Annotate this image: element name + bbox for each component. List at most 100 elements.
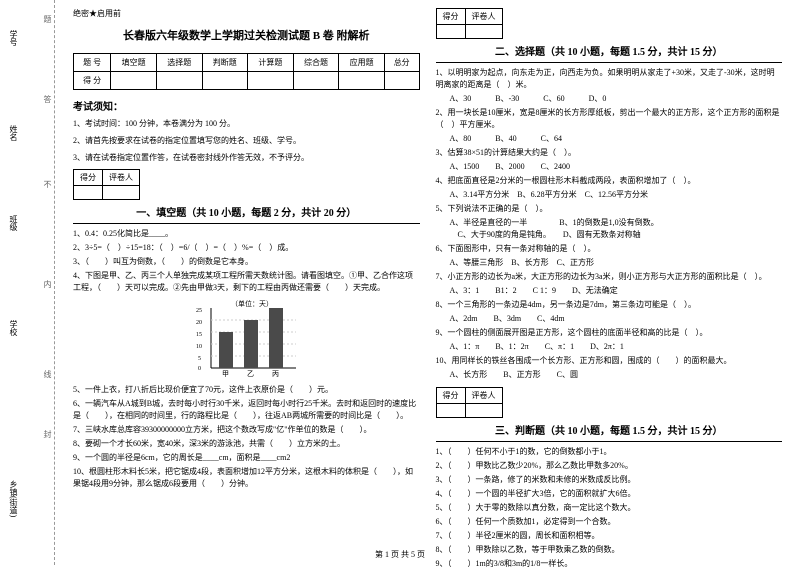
q: 6、下面图形中，只有一条对称轴的是（ ）。 xyxy=(436,243,783,255)
opts: A、3.14平方分米 B、6.28平方分米 C、12.56平方分米 xyxy=(436,189,783,201)
xlabel: 丙 xyxy=(272,370,279,378)
th: 计算题 xyxy=(248,54,294,72)
field-label-id: 学号 xyxy=(8,30,19,46)
td xyxy=(248,72,294,90)
sb-blank xyxy=(74,186,103,200)
q: 8、一个三角形的一条边是4dm，另一条边是7dm，第三条边可能是（ ）。 xyxy=(436,299,783,311)
secret-label: 绝密★启用前 xyxy=(73,8,420,19)
chart-svg: （单位：天） 25 20 15 10 5 0 甲 乙 丙 xyxy=(186,298,306,378)
section-score-box: 得分评卷人 xyxy=(436,387,503,418)
th: 总分 xyxy=(384,54,419,72)
q: 5、（ ）大于零的数除以真分数，商一定比这个数大。 xyxy=(436,502,783,514)
opts: A、2dm B、3dm C、4dm xyxy=(436,313,783,325)
xlabel: 甲 xyxy=(222,370,229,378)
q: 8、要砌一个才长60米，宽40米，深3米的游泳池，共需（ ）立方米的土。 xyxy=(73,438,420,450)
opts: A、长方形 B、正方形 C、圆 xyxy=(436,369,783,381)
q: 3、（ ）一条路，修了的米数和未修的米数成反比例。 xyxy=(436,474,783,486)
opts: A、1：π B、1：2π C、π：1 D、2π：1 xyxy=(436,341,783,353)
q: 2、用一块长是10厘米，宽是8厘米的长方形厚纸板，剪出一个最大的正方形，这个正方… xyxy=(436,107,783,131)
td xyxy=(111,72,157,90)
left-column: 绝密★启用前 长春版六年级数学上学期过关检测试题 B 卷 附解析 题 号 填空题… xyxy=(65,8,428,557)
opts: A、1500 B、2000 C、2400 xyxy=(436,161,783,173)
fold-text: 封 xyxy=(42,430,53,438)
q: 2、（ ）甲数比乙数少20%，那么乙数比甲数多20%。 xyxy=(436,460,783,472)
td xyxy=(293,72,339,90)
chart-ylabel: （单位：天） xyxy=(231,299,273,308)
q: 1、0.4：0.25化简比是____。 xyxy=(73,228,420,240)
q: 1、（ ）任何不小于1的数，它的倒数都小于1。 xyxy=(436,446,783,458)
q: 4、下图是甲、乙、丙三个人单独完成某项工程所需天数统计图。请看图填空。①甲、乙合… xyxy=(73,270,420,294)
separator xyxy=(436,62,783,63)
q: 4、（ ）一个圆的半径扩大3倍，它的面积就扩大6倍。 xyxy=(436,488,783,500)
field-label-town: 乡镇(街道) xyxy=(8,480,19,517)
notice-item: 1、考试时间：100 分钟，本卷满分为 100 分。 xyxy=(73,118,420,130)
ytick: 15 xyxy=(196,332,202,338)
td: 得 分 xyxy=(74,72,111,90)
section-score-box: 得分评卷人 xyxy=(436,8,503,39)
q: 4、把底面直径是2分米的一根圆柱形木料截成两段，表面积增加了（ ）。 xyxy=(436,175,783,187)
th: 选择题 xyxy=(156,54,202,72)
opts: A、等腰三角形 B、长方形 C、正方形 xyxy=(436,257,783,269)
exam-title: 长春版六年级数学上学期过关检测试题 B 卷 附解析 xyxy=(73,27,420,43)
td xyxy=(384,72,419,90)
q: 3、估算38×51的计算结果大约是（ ）。 xyxy=(436,147,783,159)
section-score-box: 得分评卷人 xyxy=(73,169,140,200)
sb-blank xyxy=(436,404,465,418)
notice-item: 3、请在试卷指定位置作答，在试卷密封线外作答无效，不予评分。 xyxy=(73,152,420,164)
th: 题 号 xyxy=(74,54,111,72)
notice-item: 2、请首先按要求在试卷的指定位置填写您的姓名、班级、学号。 xyxy=(73,135,420,147)
fold-text: 线 xyxy=(42,370,53,378)
opts: A、30 B、-30 C、60 D、0 xyxy=(436,93,783,105)
q: 2、3÷5=（ ）÷15=18：（ ）=6/（ ）=（ ）%=（ ）成。 xyxy=(73,242,420,254)
sb-blank xyxy=(103,186,140,200)
separator xyxy=(436,441,783,442)
opts: A、3：1 B1：2 C 1：9 D、无法确定 xyxy=(436,285,783,297)
q: 9、一个圆柱的侧面展开图是正方形，这个圆柱的底面半径和高的比是（ ）。 xyxy=(436,327,783,339)
xlabel: 乙 xyxy=(247,370,254,378)
th: 判断题 xyxy=(202,54,248,72)
main-score-table: 题 号 填空题 选择题 判断题 计算题 综合题 应用题 总分 得 分 xyxy=(73,53,420,90)
page-footer: 第 1 页 共 5 页 xyxy=(0,549,800,560)
ytick: 10 xyxy=(196,344,202,350)
th: 应用题 xyxy=(339,54,385,72)
q: 6、一辆汽车从A城到B城，去时每小时行30千米，返回时每小时行25千米。去时和返… xyxy=(73,398,420,422)
sb-c1: 得分 xyxy=(436,9,465,25)
sb-blank xyxy=(465,25,502,39)
q: 1、以明明家为起点，向东走为正，向西走为负。如果明明从家走了+30米，又走了-3… xyxy=(436,67,783,91)
sb-c1: 得分 xyxy=(436,388,465,404)
td xyxy=(339,72,385,90)
bar-yi xyxy=(244,320,258,368)
ytick: 20 xyxy=(196,320,202,326)
q: 5、一件上衣，打八折后比现价便宜了70元，这件上衣原价是（ ）元。 xyxy=(73,384,420,396)
sb-c1: 得分 xyxy=(74,170,103,186)
fold-text: 不 xyxy=(42,180,53,188)
th: 填空题 xyxy=(111,54,157,72)
q: 10、用同样长的铁丝各围成一个长方形、正方形和圆，围成的（ ）的面积最大。 xyxy=(436,355,783,367)
td xyxy=(202,72,248,90)
section-2-title: 二、选择题（共 10 小题，每题 1.5 分，共计 15 分） xyxy=(436,43,783,58)
q: 10、根圆柱形木料长5米，把它锯成4段，表面积增加12平方分米，这根木料的体积是… xyxy=(73,466,420,490)
bar-chart: （单位：天） 25 20 15 10 5 0 甲 乙 丙 xyxy=(73,298,420,380)
sb-c2: 评卷人 xyxy=(465,9,502,25)
q: 7、三峡水库总库容39300000000立方米，把这个数改写成"亿"作单位的数是… xyxy=(73,424,420,436)
field-label-class: 班级 xyxy=(8,215,19,231)
opts: A、80 B、40 C、64 xyxy=(436,133,783,145)
fold-text: 答 xyxy=(42,95,53,103)
sb-c2: 评卷人 xyxy=(465,388,502,404)
field-label-name: 姓名 xyxy=(8,125,19,141)
fold-text: 题 xyxy=(42,15,53,23)
sb-blank xyxy=(465,404,502,418)
separator xyxy=(73,223,420,224)
section-1-title: 一、填空题（共 10 小题，每题 2 分，共计 20 分） xyxy=(73,204,420,219)
q: 6、（ ）任何一个质数加1，必定得到一个合数。 xyxy=(436,516,783,528)
q: 5、下列说法不正确的是（ ）。 xyxy=(436,203,783,215)
page-content: 绝密★启用前 长春版六年级数学上学期过关检测试题 B 卷 附解析 题 号 填空题… xyxy=(55,0,800,565)
sb-blank xyxy=(436,25,465,39)
field-label-school: 学校 xyxy=(8,320,19,336)
right-column: 得分评卷人 二、选择题（共 10 小题，每题 1.5 分，共计 15 分） 1、… xyxy=(428,8,791,557)
bar-bing xyxy=(269,308,283,368)
ytick: 25 xyxy=(196,308,202,314)
q: 9、一个圆的半径是6cm，它的周长是____cm，面积是____cm2 xyxy=(73,452,420,464)
td xyxy=(156,72,202,90)
notice-title: 考试须知： xyxy=(73,98,420,113)
